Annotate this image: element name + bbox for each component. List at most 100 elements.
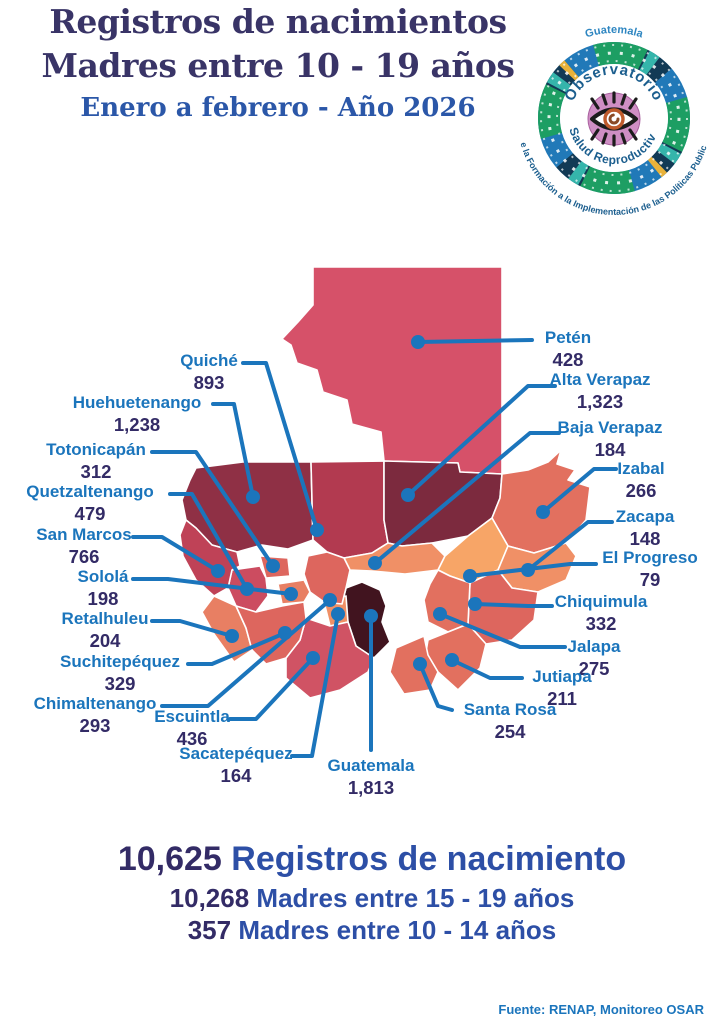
department-name: Baja Verapaz (557, 418, 663, 437)
summary: 10,625 Registros de nacimiento 10,268 Ma… (10, 836, 724, 946)
leader-line-huehuetenango (211, 402, 255, 499)
department-name: Petén (544, 328, 592, 347)
department-name: Sacatepéquez (179, 744, 293, 763)
department-value: 312 (80, 460, 112, 482)
department-value: 198 (87, 587, 119, 609)
department-value: 329 (104, 672, 136, 694)
leader-line-izabal (541, 467, 618, 514)
map-label-totonicapan: Totonicapán 312 (46, 440, 146, 482)
department-name: Sololá (77, 567, 129, 586)
department-value: 164 (220, 764, 252, 786)
map-dot-guatemala (364, 609, 378, 623)
department-value: 211 (547, 687, 577, 709)
leader-line-jutiapa (450, 658, 524, 680)
map-dot-elprogreso (463, 569, 477, 583)
department-value: 184 (594, 438, 626, 460)
label-15-19: Madres entre 15 - 19 años (256, 883, 575, 913)
map-label-izabal: Izabal 266 (617, 459, 665, 501)
department-value: 1,323 (576, 390, 624, 412)
department-value: 1,813 (347, 776, 395, 798)
map-label-quiche: Quiché 893 (180, 351, 238, 393)
map-label-retalhuleu: Retalhuleu 204 (61, 609, 149, 651)
department-name: Quetzaltenango (26, 482, 154, 501)
map-dot-santarosa (413, 657, 427, 671)
map-dot-sanmarcos (211, 564, 225, 578)
map-label-escuintla: Escuintla 436 (154, 707, 230, 749)
map-dot-quiche (310, 523, 324, 537)
map-dot-altaverapaz (401, 488, 415, 502)
value-10-14: 357 (187, 915, 232, 945)
value-15-19: 10,268 (169, 883, 250, 913)
map-dot-peten (411, 335, 425, 349)
map-dot-zacapa (521, 563, 535, 577)
map-dot-jutiapa (445, 653, 459, 667)
header: Registros de nacimientos Madres entre 10… (0, 0, 556, 126)
department-name: Jalapa (567, 637, 621, 656)
leader-line-retalhuleu (150, 619, 234, 638)
leader-line-altaverapaz (406, 384, 557, 497)
department-name: Jutiapa (532, 667, 592, 686)
leader-line-peten (416, 338, 534, 344)
leader-line-jalapa (438, 612, 567, 649)
map-label-guatemala: Guatemala 1,813 (327, 756, 415, 798)
map-dot-escuintla (306, 651, 320, 665)
map-dot-huehuetenango (246, 490, 260, 504)
map-label-jalapa: Jalapa 275 (567, 637, 621, 679)
department-name: Santa Rosa (463, 700, 557, 719)
department-izabal (491, 449, 591, 554)
map-dot-quetzaltenango (240, 582, 254, 596)
department-quiche (310, 460, 389, 559)
summary-15-19: 10,268 Madres entre 15 - 19 años (10, 882, 724, 914)
leader-line-totonicapan (150, 450, 275, 568)
department-value: 204 (89, 629, 121, 651)
map-dot-totonicapan (266, 559, 280, 573)
department-name: Retalhuleu (61, 609, 149, 628)
leader-line-santarosa (418, 662, 454, 712)
map-dot-suchitepequez (278, 626, 292, 640)
department-name: Huehuetenango (72, 393, 202, 412)
department-value: 148 (629, 527, 661, 549)
department-value: 428 (552, 348, 584, 370)
department-name: Chimaltenango (33, 694, 157, 713)
map-label-elprogreso: El Progreso 79 (602, 548, 697, 590)
department-value: 479 (74, 502, 106, 524)
map-label-bajaverapaz: Baja Verapaz 184 (557, 418, 663, 460)
department-value: 436 (176, 727, 208, 749)
map-dot-solola (284, 587, 298, 601)
department-chimaltenango (303, 551, 351, 605)
label-10-14: Madres entre 10 - 14 años (238, 915, 557, 945)
map-label-sacatepequez: Sacatepéquez 164 (179, 744, 293, 786)
map-label-solola: Sololá 198 (77, 567, 129, 609)
total-label: Registros de nacimiento (231, 840, 627, 878)
leader-line-elprogreso (468, 562, 598, 578)
page-subtitle: Enero a febrero - Año 2026 (80, 93, 476, 123)
department-value: 266 (625, 479, 657, 501)
map-dot-retalhuleu (225, 629, 239, 643)
leader-line-suchitepequez (186, 631, 287, 666)
department-name: Suchitepéquez (60, 652, 180, 671)
department-peten (281, 266, 503, 475)
department-value: 766 (68, 545, 100, 567)
map-label-huehuetenango: Huehuetenango 1,238 (72, 393, 202, 435)
map-dot-chiquimula (468, 597, 482, 611)
page-title: Registros de nacimientos (49, 2, 507, 41)
department-name: Izabal (617, 459, 665, 478)
department-name: Chiquimula (554, 592, 648, 611)
leader-line-quetzaltenango (168, 492, 249, 591)
map-label-suchitepequez: Suchitepéquez 329 (60, 652, 180, 694)
map-label-peten: Petén 428 (544, 328, 592, 370)
leader-line-zacapa (526, 520, 614, 572)
eye-icon (587, 91, 641, 147)
map-dot-chimaltenango (323, 593, 337, 607)
department-sanmarcos (179, 519, 241, 597)
leader-line-bajaverapaz (373, 431, 561, 565)
department-value: 293 (79, 714, 111, 736)
map-label-quetzaltenango: Quetzaltenango 479 (26, 482, 154, 524)
map-label-zacapa: Zacapa 148 (616, 507, 675, 549)
summary-total: 10,625 Registros de nacimiento (10, 836, 724, 882)
osar-logo: Guatemala Observatorio Salud Reproductiv… (514, 8, 716, 220)
department-name: Guatemala (327, 756, 415, 775)
page-title-line2: Madres entre 10 - 19 años (41, 46, 515, 85)
